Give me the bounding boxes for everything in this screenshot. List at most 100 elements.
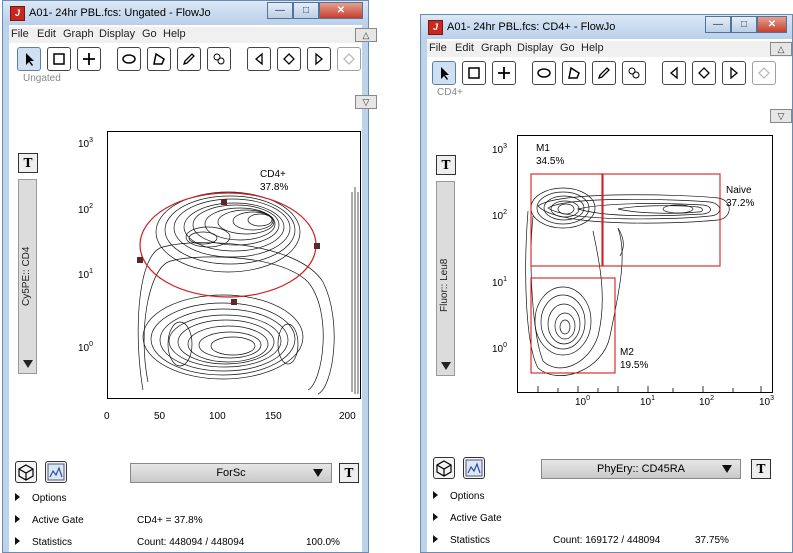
y-tick-label: 102 <box>78 203 94 216</box>
y-tick-label: 100 <box>492 342 508 355</box>
maximize-button[interactable]: □ <box>731 16 757 33</box>
zoom-down-icon[interactable]: ▽ <box>355 95 377 109</box>
menu-file[interactable]: File <box>429 42 447 54</box>
zoom-up-icon[interactable]: △ <box>770 42 792 56</box>
y-axis-dropdown-icon <box>23 360 33 368</box>
quadrant-tool-icon[interactable] <box>492 61 516 85</box>
3d-view-icon[interactable] <box>15 461 37 483</box>
pointer-tool-icon[interactable] <box>17 47 41 71</box>
close-button[interactable]: ✕ <box>319 2 363 19</box>
histogram-view-icon[interactable] <box>463 457 485 479</box>
y-tick-label: 103 <box>78 137 94 150</box>
disclosure-triangle-icon <box>433 535 438 543</box>
density-contour-plot[interactable]: CD4+ 37.8% <box>107 131 361 399</box>
x-tick-label: 101 <box>640 395 656 408</box>
zoom-up-icon[interactable]: △ <box>355 28 377 42</box>
y-axis-text-icon[interactable]: T <box>18 153 38 173</box>
title-bar[interactable]: J A01- 24hr PBL.fcs: Ungated - FlowJo — … <box>3 1 368 25</box>
window-title: A01- 24hr PBL.fcs: CD4+ - FlowJo <box>447 21 616 33</box>
next-arrow-icon[interactable] <box>307 47 331 71</box>
window-title: A01- 24hr PBL.fcs: Ungated - FlowJo <box>29 7 211 19</box>
disclosure-triangle-icon <box>433 513 438 521</box>
y-axis-parameter-label: Fluor:: Leu8 <box>439 258 450 312</box>
statistics-disclosure[interactable]: Statistics <box>433 535 490 546</box>
menu-display[interactable]: Display <box>99 28 136 40</box>
menu-graph[interactable]: Graph <box>481 42 512 54</box>
3d-view-icon[interactable] <box>433 457 455 479</box>
y-axis-parameter-selector[interactable]: Cy5PE:: CD4 <box>18 179 37 374</box>
maximize-button[interactable]: □ <box>293 2 319 19</box>
current-gate-label: CD4+ <box>437 87 463 98</box>
ellipse-tool-icon[interactable] <box>532 61 556 85</box>
quadrant-tool-icon[interactable] <box>77 47 101 71</box>
diamond-icon[interactable] <box>277 47 301 71</box>
zoom-down-icon[interactable]: ▽ <box>770 109 792 123</box>
y-axis-parameter-label: Cy5PE:: CD4 <box>21 246 32 306</box>
menu-go[interactable]: Go <box>560 42 575 54</box>
x-axis-parameter-selector[interactable]: PhyEry:: CD45RA <box>541 459 741 479</box>
disclosure-triangle-icon <box>433 491 438 499</box>
pencil-tool-icon[interactable] <box>592 61 616 85</box>
x-axis-parameter-label: ForSc <box>216 467 246 479</box>
x-axis-text-icon[interactable]: T <box>339 463 359 483</box>
statistics-disclosure[interactable]: Statistics <box>15 537 72 548</box>
y-axis-text-icon[interactable]: T <box>436 155 456 175</box>
y-axis-dropdown-icon <box>441 362 451 370</box>
diamond-icon[interactable] <box>692 61 716 85</box>
menu-help[interactable]: Help <box>163 28 186 40</box>
previous-arrow-icon[interactable] <box>247 47 271 71</box>
y-tick-label: 101 <box>78 268 94 281</box>
menu-edit[interactable]: Edit <box>37 28 56 40</box>
minimize-button[interactable]: — <box>267 2 293 19</box>
menu-bar: File Edit Graph Display Go Help △ <box>427 41 792 57</box>
options-disclosure[interactable]: Options <box>433 491 484 502</box>
diamond-disabled-icon <box>752 61 776 85</box>
statistics-count: Count: 448094 / 448094 <box>137 537 245 548</box>
flowjo-app-icon: J <box>428 20 443 35</box>
rectangle-tool-icon[interactable] <box>47 47 71 71</box>
histogram-view-icon[interactable] <box>45 461 67 483</box>
menu-display[interactable]: Display <box>517 42 554 54</box>
active-gate-disclosure[interactable]: Active Gate <box>433 513 502 524</box>
gate-label-naive: Naive 37.2% <box>726 185 755 209</box>
menu-graph[interactable]: Graph <box>63 28 94 40</box>
density-contour-plot[interactable]: M1 34.5% Naive 37.2% M2 19.5% <box>517 135 773 393</box>
diamond-disabled-icon <box>337 47 361 71</box>
title-bar[interactable]: J A01- 24hr PBL.fcs: CD4+ - FlowJo — □ ✕ <box>421 15 792 39</box>
menu-file[interactable]: File <box>11 28 29 40</box>
menu-help[interactable]: Help <box>581 42 604 54</box>
menu-go[interactable]: Go <box>142 28 157 40</box>
options-disclosure[interactable]: Options <box>15 493 66 504</box>
close-button[interactable]: ✕ <box>757 16 787 33</box>
polygon-tool-icon[interactable] <box>147 47 171 71</box>
auto-gate-tool-icon[interactable] <box>622 61 646 85</box>
x-tick-label: 102 <box>699 395 715 408</box>
disclosure-triangle-icon <box>15 515 20 523</box>
statistics-percent: 100.0% <box>306 537 340 548</box>
gate-label-cd4: CD4+ 37.8% <box>260 169 289 193</box>
polygon-tool-icon[interactable] <box>562 61 586 85</box>
previous-arrow-icon[interactable] <box>662 61 686 85</box>
statistics-percent: 37.75% <box>695 535 729 546</box>
y-tick-label: 100 <box>78 341 94 354</box>
x-axis-dropdown-icon <box>313 469 323 477</box>
auto-gate-tool-icon[interactable] <box>207 47 231 71</box>
minimize-button[interactable]: — <box>705 16 731 33</box>
pencil-tool-icon[interactable] <box>177 47 201 71</box>
menu-edit[interactable]: Edit <box>455 42 474 54</box>
y-axis-parameter-selector[interactable]: Fluor:: Leu8 <box>436 181 455 376</box>
gate-label-m1: M1 34.5% <box>536 143 565 167</box>
gate-label-m2: M2 19.5% <box>620 347 649 371</box>
x-tick-label: 200 <box>339 411 356 422</box>
next-arrow-icon[interactable] <box>722 61 746 85</box>
disclosure-triangle-icon <box>15 537 20 545</box>
x-axis-text-icon[interactable]: T <box>751 459 771 479</box>
flowjo-app-icon: J <box>10 6 25 21</box>
disclosure-triangle-icon <box>15 493 20 501</box>
x-axis-parameter-selector[interactable]: ForSc <box>130 463 332 483</box>
menu-bar: File Edit Graph Display Go Help △ <box>9 27 377 43</box>
ellipse-tool-icon[interactable] <box>117 47 141 71</box>
pointer-tool-icon[interactable] <box>432 61 456 85</box>
active-gate-disclosure[interactable]: Active Gate <box>15 515 84 526</box>
rectangle-tool-icon[interactable] <box>462 61 486 85</box>
